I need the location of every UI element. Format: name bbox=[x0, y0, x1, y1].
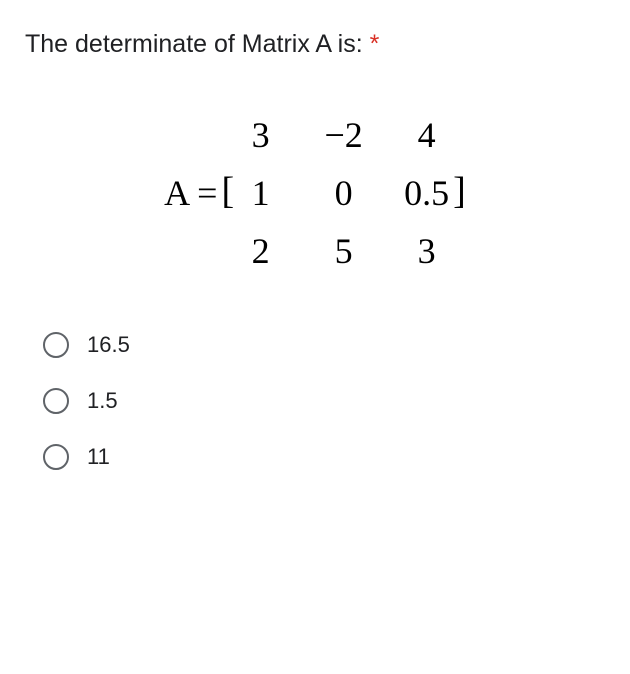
matrix-cell: 3 bbox=[238, 114, 283, 156]
matrix-label: A = bbox=[164, 172, 217, 214]
matrix-cell: 4 bbox=[404, 114, 449, 156]
option-item[interactable]: 16.5 bbox=[43, 332, 605, 358]
option-item[interactable]: 1.5 bbox=[43, 388, 605, 414]
option-label: 11 bbox=[87, 444, 110, 470]
radio-icon[interactable] bbox=[43, 444, 69, 470]
matrix-cell: −2 bbox=[321, 114, 366, 156]
matrix-right-bracket: ] bbox=[453, 169, 466, 213]
option-label: 16.5 bbox=[87, 332, 130, 358]
radio-icon[interactable] bbox=[43, 388, 69, 414]
matrix-cell: 2 bbox=[238, 230, 283, 272]
matrix-display: A = [ 3 −2 4 1 0 0.5 2 5 3 ] bbox=[25, 114, 605, 272]
matrix-cell: 5 bbox=[321, 230, 366, 272]
option-item[interactable]: 11 bbox=[43, 444, 605, 470]
options-container: 16.5 1.5 11 bbox=[25, 332, 605, 470]
matrix-cell: 1 bbox=[238, 172, 283, 214]
question-label: The determinate of Matrix A is: bbox=[25, 30, 370, 58]
question-text: The determinate of Matrix A is: * bbox=[25, 30, 605, 59]
matrix-cell: 0 bbox=[321, 172, 366, 214]
matrix-left-bracket: [ bbox=[222, 169, 235, 213]
option-label: 1.5 bbox=[87, 388, 118, 414]
required-asterisk: * bbox=[370, 30, 380, 58]
radio-icon[interactable] bbox=[43, 332, 69, 358]
matrix-cell: 0.5 bbox=[404, 172, 449, 214]
matrix-cell: 3 bbox=[404, 230, 449, 272]
matrix-grid: 3 −2 4 1 0 0.5 2 5 3 bbox=[238, 114, 449, 272]
